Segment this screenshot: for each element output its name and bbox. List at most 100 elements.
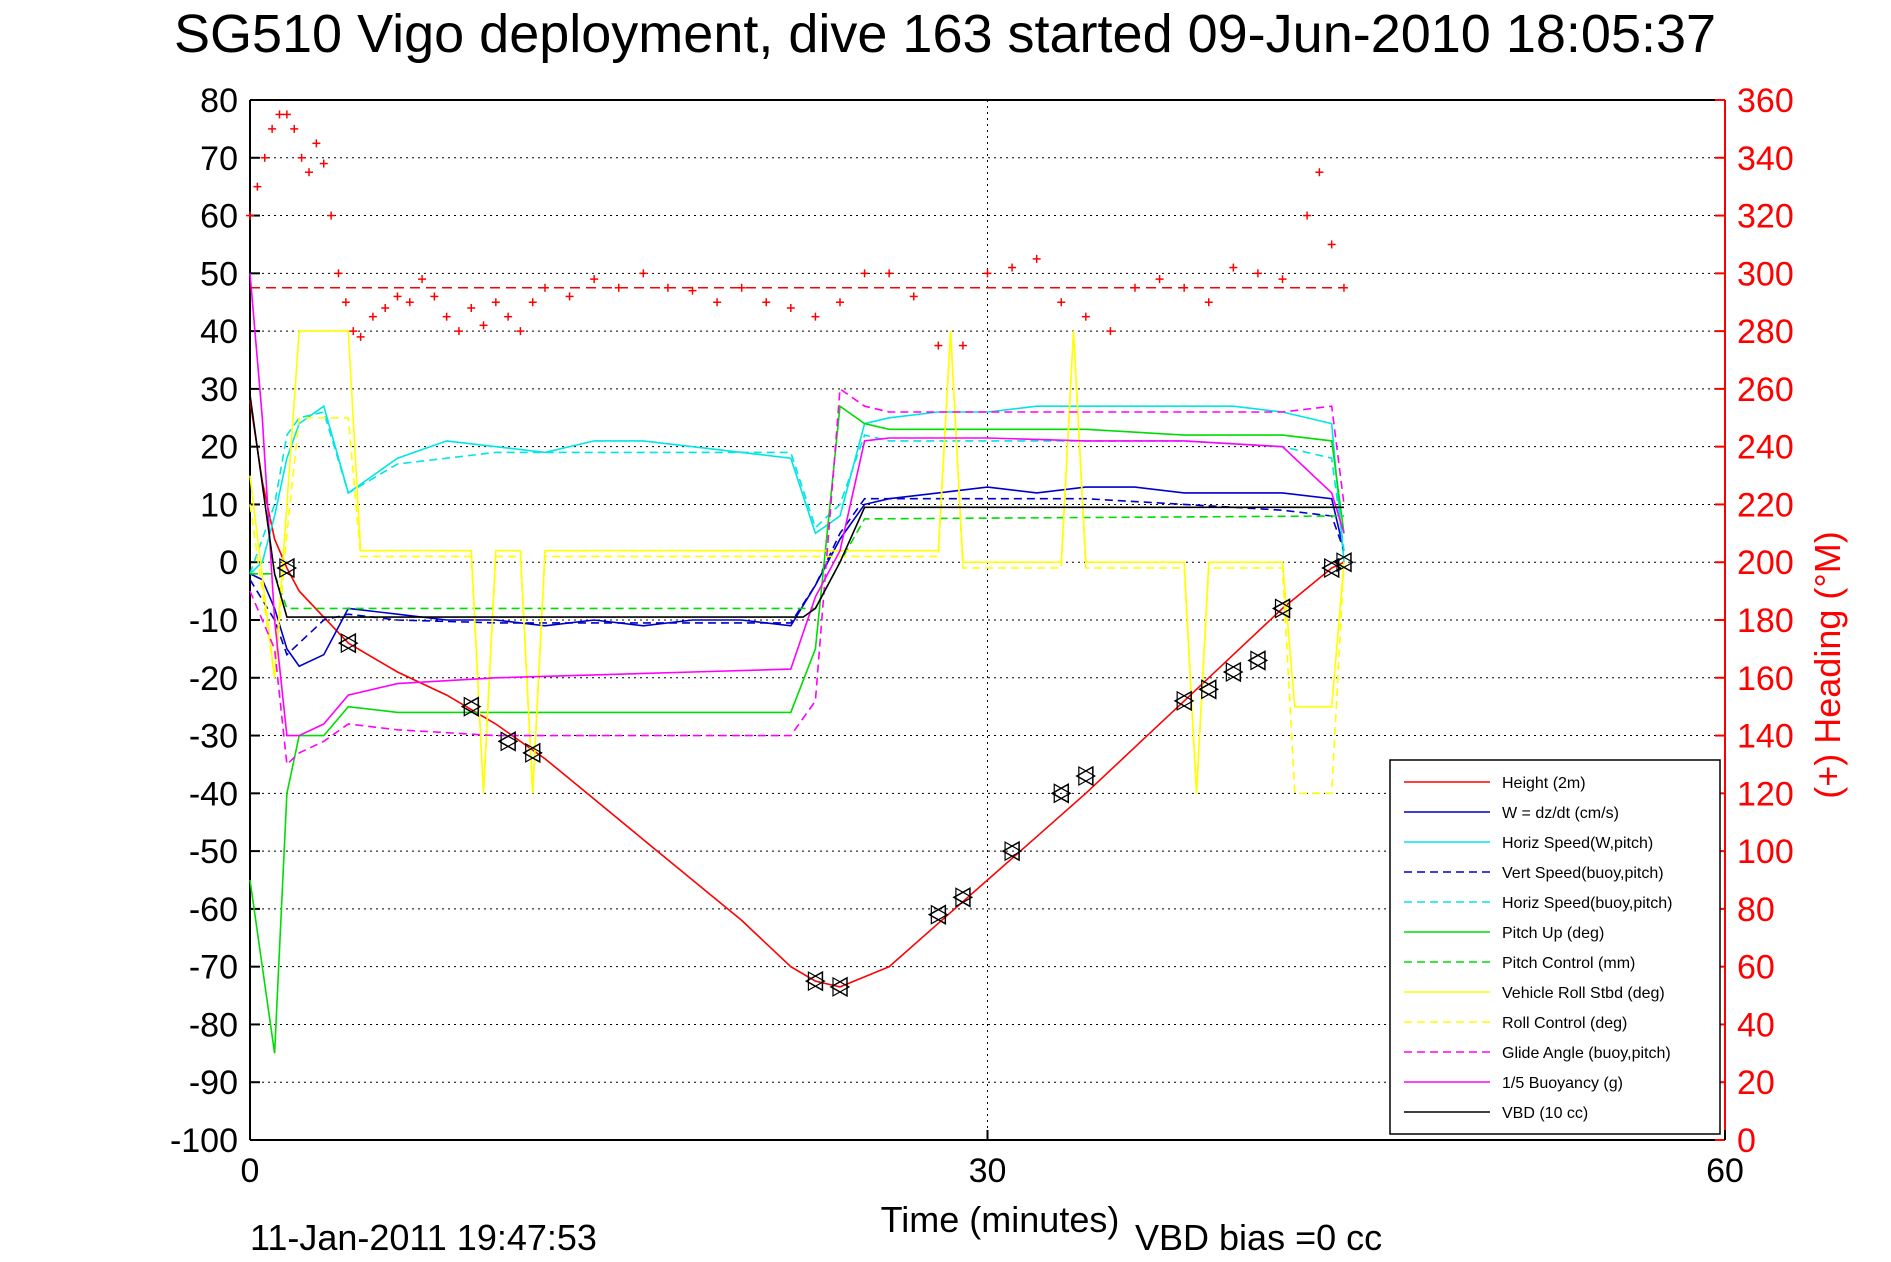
heading-point: [319, 159, 328, 168]
heading-point: [983, 269, 992, 278]
heading-point: [1180, 283, 1189, 292]
heading-point: [312, 139, 321, 148]
series-line: [249, 486, 1345, 668]
height-marker: [1053, 783, 1072, 804]
left-tick-label: -10: [189, 602, 238, 640]
height-marker: [1274, 598, 1293, 619]
marker-layer: [276, 551, 1355, 998]
heading-point: [349, 327, 358, 336]
legend-label: Glide Angle (buoy,pitch): [1502, 1045, 1671, 1062]
heading-point: [504, 312, 513, 321]
vbd-bias-label: VBD bias =0 cc: [1135, 1217, 1382, 1258]
heading-point: [516, 327, 525, 336]
height-marker: [952, 887, 971, 908]
heading-point: [467, 304, 476, 312]
heading-point: [246, 211, 254, 220]
legend-label: Pitch Up (deg): [1502, 925, 1604, 942]
heading-point: [1032, 254, 1041, 263]
heading-point: [260, 153, 269, 162]
heading-point: [368, 312, 377, 321]
series-line: [249, 394, 1344, 618]
heading-point: [639, 269, 648, 278]
heading-point: [934, 341, 943, 350]
legend-label: Pitch Control (mm): [1502, 955, 1635, 972]
right-tick-label: 320: [1737, 198, 1794, 236]
right-tick-label: 60: [1737, 949, 1775, 987]
height-marker: [1225, 661, 1244, 683]
heading-point: [1303, 211, 1312, 220]
left-tick-label: -90: [189, 1064, 238, 1102]
left-tick-label: 50: [200, 255, 238, 293]
heading-point: [909, 292, 918, 301]
series-line: [249, 404, 1345, 1054]
heading-point: [282, 110, 291, 119]
height-marker: [500, 731, 519, 752]
legend-label: Height (2m): [1502, 775, 1586, 792]
heading-layer: [246, 110, 1348, 350]
left-tick-label: -80: [189, 1006, 238, 1044]
height-marker: [1324, 557, 1342, 579]
right-tick-label: 200: [1737, 544, 1794, 582]
legend-label: VBD (10 cc): [1502, 1105, 1588, 1122]
footer-date: 11-Jan-2011 19:47:53: [250, 1217, 597, 1258]
left-tick-label: 80: [200, 82, 238, 120]
heading-point: [860, 269, 869, 278]
height-marker: [522, 742, 541, 764]
heading-point: [327, 211, 336, 220]
heading-point: [786, 304, 795, 312]
x-axis-ticks: 0 30 60: [241, 1130, 1744, 1190]
x-tick-label: 30: [969, 1152, 1007, 1190]
left-tick-label: 20: [200, 429, 238, 467]
legend-box: [1389, 759, 1721, 1135]
height-marker: [807, 971, 826, 992]
right-tick-label: 340: [1737, 140, 1794, 178]
series-line: [249, 387, 1345, 767]
left-tick-label: 40: [200, 313, 238, 351]
legend-label: Vehicle Roll Stbd (deg): [1502, 985, 1665, 1002]
right-tick-label: 20: [1737, 1064, 1775, 1102]
height-marker: [1176, 690, 1195, 711]
heading-point: [1057, 298, 1066, 307]
height-marker: [525, 742, 543, 763]
heading-point: [356, 332, 365, 341]
left-tick-label: 60: [200, 198, 238, 236]
heading-point: [1131, 283, 1139, 292]
left-tick-label: -70: [189, 949, 238, 987]
left-tick-label: -60: [189, 891, 238, 929]
legend: Height (2m) W = dz/dt (cm/s) Horiz Speed(W…: [1389, 759, 1721, 1135]
heading-point: [1204, 298, 1213, 307]
heading-point: [253, 182, 262, 191]
height-marker: [1250, 650, 1269, 671]
right-tick-label: 140: [1737, 718, 1794, 756]
left-tick-label: -40: [189, 775, 238, 813]
heading-point: [836, 298, 844, 307]
heading-point: [334, 269, 343, 278]
left-tick-label: -50: [189, 833, 238, 871]
left-tick-label: -100: [170, 1122, 238, 1160]
height-marker: [832, 976, 851, 997]
height-marker: [1001, 840, 1020, 862]
heading-point: [491, 298, 500, 307]
legend-label: 1/5 Buoyancy (g): [1502, 1075, 1623, 1092]
height-marker: [463, 696, 482, 717]
series-line: [249, 273, 1345, 737]
right-tick-label: 260: [1737, 371, 1794, 409]
height-marker: [930, 904, 949, 925]
height-marker: [955, 887, 974, 908]
right-axis-ticks: 3603403203002802602402202001801601401201…: [1715, 82, 1794, 1160]
heading-point: [1229, 263, 1238, 272]
height-marker: [1198, 679, 1217, 700]
left-tick-label: 70: [200, 140, 238, 178]
heading-point: [688, 286, 697, 295]
heading-point: [1278, 275, 1287, 284]
heading-point: [1008, 263, 1017, 272]
right-tick-label: 180: [1737, 602, 1794, 640]
heading-point: [430, 292, 439, 301]
heading-point: [442, 312, 451, 321]
series-layer: [249, 273, 1345, 1054]
heading-point: [565, 292, 574, 301]
x-tick-label: 0: [241, 1152, 260, 1190]
left-tick-label: 0: [219, 544, 238, 582]
height-marker: [497, 731, 516, 752]
